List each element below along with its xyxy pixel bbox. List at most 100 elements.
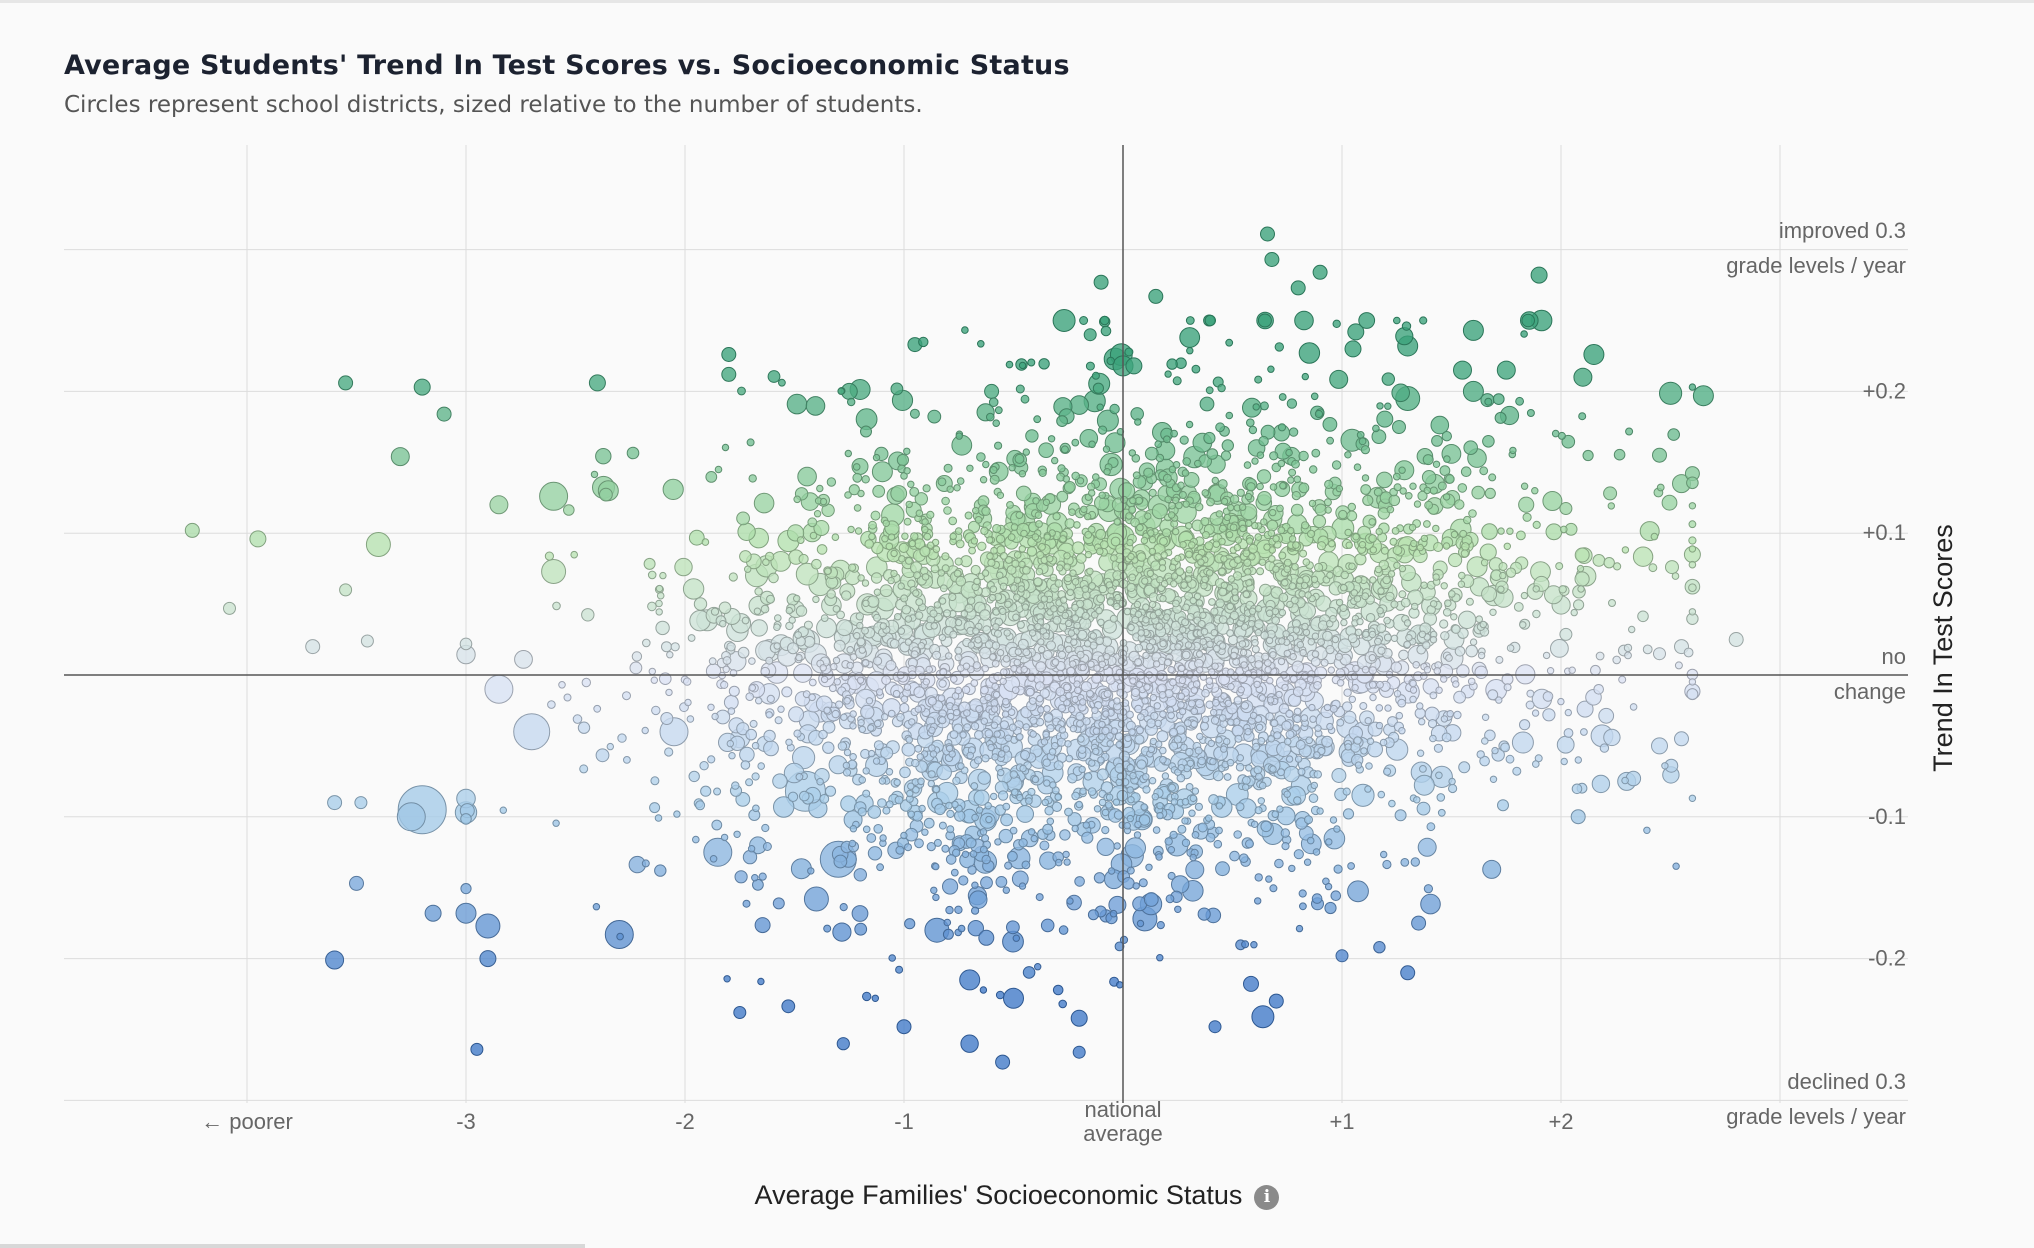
district-bubble — [933, 601, 942, 609]
district-bubble — [1254, 660, 1264, 669]
district-bubble — [1323, 703, 1332, 712]
district-bubble — [1137, 629, 1145, 637]
district-bubble — [1260, 518, 1268, 526]
district-bubble — [650, 676, 658, 684]
district-bubble — [1035, 661, 1047, 673]
district-bubble — [1256, 451, 1265, 460]
district-bubble — [1223, 737, 1231, 746]
district-bubble — [1179, 435, 1189, 445]
district-bubble — [1463, 440, 1478, 456]
district-bubble — [1113, 697, 1121, 705]
district-bubble — [1201, 575, 1209, 584]
district-bubble — [846, 661, 854, 670]
district-bubble — [1046, 817, 1055, 826]
district-bubble — [1652, 447, 1667, 463]
district-bubble — [1004, 861, 1013, 870]
district-bubble — [1503, 542, 1512, 550]
district-bubble — [1642, 644, 1653, 655]
district-bubble — [1038, 645, 1046, 654]
district-bubble — [1022, 648, 1031, 657]
district-bubble — [1423, 884, 1434, 894]
district-bubble — [773, 642, 781, 650]
district-bubble — [1563, 728, 1574, 738]
district-bubble — [1276, 741, 1292, 758]
district-bubble — [1574, 756, 1583, 764]
district-bubble — [904, 918, 916, 930]
district-bubble — [959, 969, 981, 991]
district-bubble — [1248, 553, 1256, 561]
district-bubble — [1009, 770, 1018, 779]
district-bubble — [707, 755, 716, 764]
district-bubble — [901, 532, 909, 540]
district-bubble — [1115, 740, 1123, 749]
district-bubble — [1311, 893, 1323, 904]
district-bubble — [1335, 949, 1349, 963]
district-bubble — [848, 839, 857, 848]
district-bubble — [1429, 734, 1437, 743]
district-bubble — [1275, 690, 1283, 699]
district-bubble — [1125, 710, 1134, 719]
district-bubble — [1086, 567, 1094, 575]
district-bubble — [1382, 859, 1392, 870]
district-bubble — [872, 757, 881, 765]
district-bubble — [1582, 449, 1594, 462]
district-bubble — [711, 712, 719, 721]
district-bubble — [1181, 798, 1190, 806]
district-bubble — [1035, 681, 1045, 692]
district-bubble — [1104, 801, 1113, 809]
district-bubble — [987, 558, 996, 567]
district-bubble — [1190, 720, 1198, 728]
district-bubble — [878, 777, 887, 785]
district-bubble — [941, 552, 950, 561]
district-bubble — [748, 657, 756, 665]
district-bubble — [962, 662, 971, 670]
district-bubble — [908, 718, 916, 726]
chart-title: Average Students' Trend In Test Scores v… — [64, 50, 1070, 81]
district-bubble — [1160, 551, 1168, 559]
district-bubble — [1245, 839, 1254, 849]
district-bubble — [1040, 738, 1049, 746]
district-bubble — [1495, 655, 1504, 664]
x-tick-label-line2: average — [1083, 1121, 1163, 1146]
district-bubble — [1022, 566, 1031, 575]
district-bubble — [1573, 367, 1593, 387]
district-bubble — [1289, 675, 1298, 683]
district-bubble — [1235, 802, 1245, 812]
district-bubble — [1608, 599, 1616, 607]
district-bubble — [974, 756, 983, 765]
district-bubble — [1229, 523, 1238, 532]
district-bubble — [1251, 457, 1259, 465]
district-bubble — [579, 764, 589, 774]
info-icon[interactable]: i — [1254, 1185, 1280, 1210]
x-axis-label: Average Families' Socioeconomic Status — [754, 1180, 1243, 1210]
district-bubble — [489, 495, 509, 515]
district-bubble — [774, 614, 782, 622]
district-bubble — [1191, 831, 1200, 839]
district-bubble — [1359, 702, 1368, 710]
district-bubble — [930, 564, 940, 574]
district-bubble — [1095, 607, 1103, 615]
district-bubble — [921, 828, 929, 836]
district-bubble — [1163, 658, 1172, 667]
district-bubble — [1295, 924, 1304, 933]
district-bubble — [1416, 801, 1431, 816]
district-bubble — [1350, 589, 1359, 597]
district-bubble — [818, 729, 828, 740]
district-bubble — [1247, 620, 1256, 628]
district-bubble — [595, 748, 610, 763]
district-bubble — [1398, 466, 1406, 474]
district-bubble — [843, 748, 852, 757]
district-bubble — [1278, 551, 1287, 560]
district-bubble — [1451, 624, 1461, 634]
district-bubble — [1044, 806, 1054, 816]
district-bubble — [1371, 429, 1387, 445]
district-bubble — [1231, 588, 1239, 596]
district-bubble — [1361, 474, 1370, 482]
district-bubble — [984, 383, 1000, 399]
district-bubble — [1166, 358, 1178, 370]
district-bubble — [1728, 632, 1744, 647]
district-bubble — [673, 810, 681, 818]
district-bubble — [1076, 553, 1087, 564]
district-bubble — [1335, 598, 1344, 607]
district-bubble — [592, 903, 601, 911]
